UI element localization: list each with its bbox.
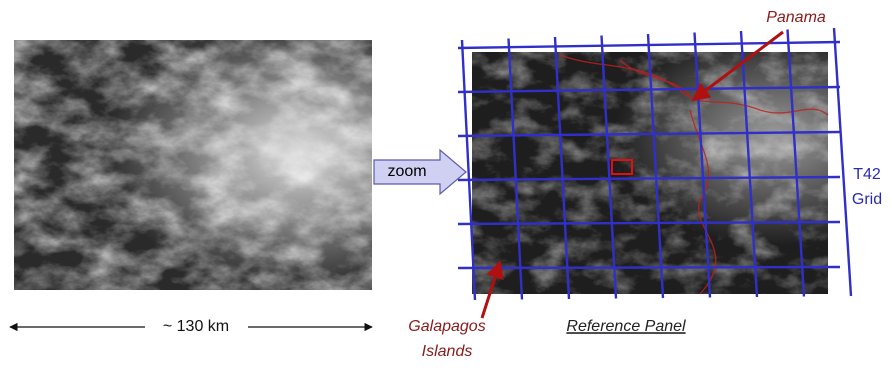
- scale-label: ~ 130 km: [163, 318, 229, 335]
- zoom-label: zoom: [387, 163, 426, 180]
- grid-line: [834, 28, 851, 296]
- grid-line: [458, 267, 840, 268]
- panel-caption: Reference Panel: [566, 318, 686, 335]
- panama-label: Panama: [766, 9, 826, 26]
- satellite-image: [14, 40, 372, 290]
- figure: zoom Panama Galapagos Islands T42 Grid R…: [0, 0, 891, 368]
- grid-label: T42: [853, 166, 881, 183]
- grid-label: Grid: [852, 191, 882, 208]
- galapagos-label: Galapagos: [408, 318, 485, 335]
- galapagos-label: Islands: [422, 343, 473, 360]
